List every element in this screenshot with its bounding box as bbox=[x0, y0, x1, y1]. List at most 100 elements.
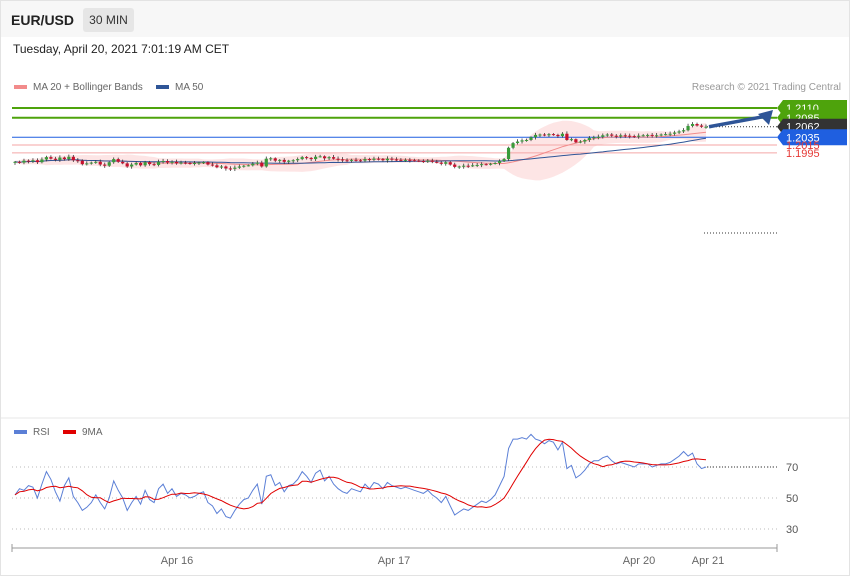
candle bbox=[677, 129, 681, 135]
candle bbox=[291, 159, 295, 163]
candle bbox=[462, 163, 466, 169]
legend-label-ma50: MA 50 bbox=[175, 82, 204, 93]
candle bbox=[26, 159, 31, 164]
candle bbox=[305, 156, 309, 160]
candle bbox=[287, 159, 291, 165]
candle bbox=[448, 160, 452, 166]
rsi-tick-label: 30 bbox=[786, 524, 798, 536]
candle bbox=[587, 136, 591, 142]
candle bbox=[53, 156, 57, 162]
candle bbox=[349, 158, 354, 163]
candle bbox=[116, 157, 120, 163]
candle bbox=[309, 157, 313, 162]
candle bbox=[130, 162, 134, 169]
candle bbox=[686, 123, 690, 132]
candle bbox=[44, 155, 49, 162]
candle bbox=[672, 130, 677, 136]
candle bbox=[278, 159, 282, 163]
candle bbox=[251, 162, 255, 167]
forecast-arrow bbox=[708, 110, 773, 129]
candle bbox=[35, 158, 40, 164]
candle bbox=[156, 159, 161, 167]
candle bbox=[174, 159, 179, 165]
candle bbox=[489, 162, 493, 166]
candle bbox=[112, 157, 116, 164]
candle bbox=[197, 161, 201, 166]
candle bbox=[529, 136, 533, 142]
candle bbox=[103, 162, 107, 168]
candle bbox=[497, 159, 502, 166]
x-tick-label: Apr 21 bbox=[692, 555, 724, 567]
candle bbox=[457, 165, 461, 169]
candle bbox=[466, 163, 470, 168]
candle bbox=[435, 159, 439, 164]
candle bbox=[542, 132, 547, 137]
price-tag-label: 1.2035 bbox=[786, 132, 820, 144]
candle bbox=[152, 162, 156, 167]
rsi-grid: 70 50 30 bbox=[12, 462, 798, 536]
candle bbox=[533, 132, 538, 140]
candle bbox=[690, 122, 695, 128]
rsi-legend: RSI 9MA bbox=[14, 427, 103, 438]
arrow-shaft bbox=[708, 114, 768, 129]
rsi-9ma-line bbox=[14, 438, 707, 510]
candle bbox=[655, 133, 659, 138]
candle bbox=[233, 165, 237, 172]
candle bbox=[71, 154, 75, 162]
price-tag-1.1995: 1.1995 bbox=[786, 148, 820, 160]
credit-label: Research © 2021 Trading Central bbox=[692, 82, 841, 93]
candle bbox=[560, 132, 565, 138]
candle bbox=[475, 162, 479, 168]
candle bbox=[13, 161, 17, 165]
candle bbox=[381, 158, 385, 162]
candle bbox=[260, 160, 264, 168]
candle bbox=[471, 163, 475, 167]
chart-header: EUR/USD 30 MIN bbox=[1, 1, 849, 37]
rsi-tick-label: 70 bbox=[786, 462, 798, 474]
candle bbox=[574, 138, 578, 144]
candle bbox=[148, 160, 152, 166]
candle bbox=[314, 154, 318, 161]
candle bbox=[188, 161, 192, 165]
candle bbox=[237, 164, 241, 169]
legend-swatch-ma20 bbox=[14, 85, 27, 89]
candle bbox=[695, 122, 699, 127]
panel-separator bbox=[1, 417, 849, 419]
main-legend: MA 20 + Bollinger Bands MA 50 bbox=[14, 82, 204, 93]
legend-swatch-9ma bbox=[63, 430, 76, 434]
candle bbox=[632, 134, 636, 139]
candle bbox=[89, 161, 93, 165]
candle bbox=[659, 133, 663, 137]
candle bbox=[408, 157, 412, 163]
legend-label-9ma: 9MA bbox=[82, 427, 103, 438]
x-tick-label: Apr 16 bbox=[161, 555, 193, 567]
candle bbox=[327, 156, 331, 161]
candle bbox=[354, 157, 358, 162]
candle bbox=[578, 140, 582, 144]
candle bbox=[121, 159, 125, 165]
candle bbox=[161, 158, 165, 164]
candle bbox=[331, 154, 336, 160]
candle bbox=[282, 158, 286, 165]
candle bbox=[601, 133, 605, 139]
candle bbox=[610, 132, 614, 138]
time-axis: Apr 16 Apr 17 Apr 20 Apr 21 bbox=[11, 544, 778, 567]
candle bbox=[493, 162, 497, 165]
datetime-label: Tuesday, April 20, 2021 7:01:19 AM CET bbox=[13, 42, 230, 56]
timeframe-button[interactable]: 30 MIN bbox=[83, 8, 134, 32]
legend-label-rsi: RSI bbox=[33, 427, 50, 438]
candle bbox=[269, 156, 273, 161]
rsi-line bbox=[14, 433, 707, 519]
candle bbox=[637, 133, 641, 139]
candle bbox=[565, 131, 569, 141]
candle bbox=[210, 162, 215, 167]
candle bbox=[40, 157, 44, 164]
candle bbox=[62, 156, 66, 161]
price-levels bbox=[12, 107, 777, 234]
candle bbox=[453, 162, 457, 169]
rsi-series bbox=[14, 433, 777, 519]
candle bbox=[219, 165, 224, 169]
candle bbox=[583, 138, 587, 144]
